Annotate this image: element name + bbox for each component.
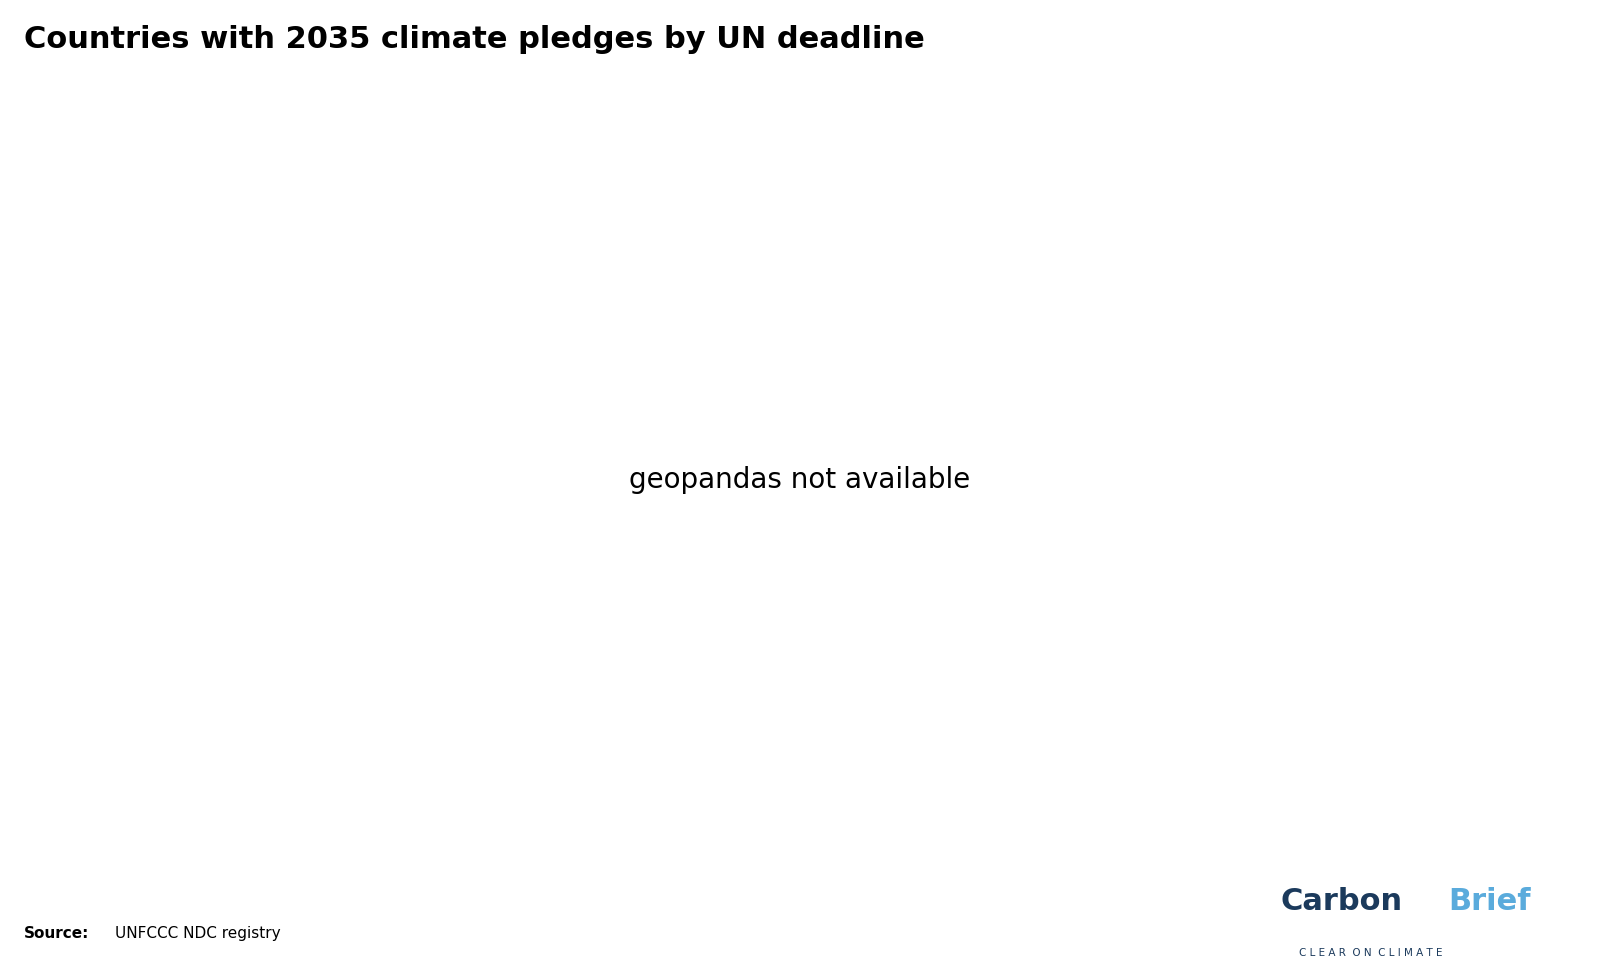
Text: Source:: Source: xyxy=(24,926,90,941)
Text: UNFCCC NDC registry: UNFCCC NDC registry xyxy=(115,926,282,941)
Text: Carbon: Carbon xyxy=(1280,887,1402,916)
Text: Brief: Brief xyxy=(1448,887,1531,916)
Text: Countries with 2035 climate pledges by UN deadline: Countries with 2035 climate pledges by U… xyxy=(24,24,925,54)
Text: geopandas not available: geopandas not available xyxy=(629,466,971,494)
Text: C L E A R  O N  C L I M A T E: C L E A R O N C L I M A T E xyxy=(1299,949,1443,958)
